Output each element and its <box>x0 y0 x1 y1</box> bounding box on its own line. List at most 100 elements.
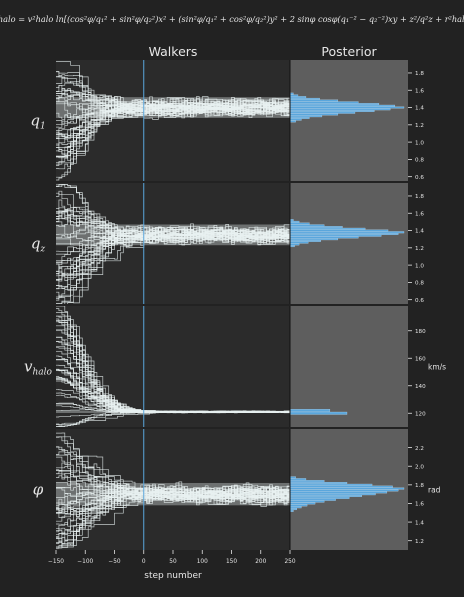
row-label-subscript: 1 <box>40 122 46 132</box>
y-tick-label-qz: 0.8 <box>415 281 424 287</box>
y-tick-label-q1: 1.2 <box>415 123 424 129</box>
histogram-bar-phi <box>289 495 362 498</box>
x-tick-label: −150 <box>48 559 64 565</box>
histogram-bar-q1 <box>289 111 356 114</box>
histogram-bar-q1 <box>289 92 294 95</box>
walker-trace-phi <box>56 456 290 503</box>
histogram-bar-q1 <box>289 101 359 104</box>
histogram-bar-qz <box>289 236 359 239</box>
histogram-bar-qz <box>289 224 325 227</box>
histogram-bar-phi <box>289 483 373 486</box>
unit-label-vhalo: km/s <box>428 363 446 372</box>
histogram-bar-qz <box>289 226 343 229</box>
step-axis: −150 −100 −50 0 50 100 150 200 250 <box>48 550 296 565</box>
y-tick-label-phi: 1.8 <box>415 483 424 489</box>
y-tick-label-q1: 1.0 <box>415 140 424 146</box>
walker-traces-qz <box>56 183 290 304</box>
histogram-bar-q1 <box>289 113 339 116</box>
walker-trace-vhalo <box>56 368 290 414</box>
histogram-bar-qz <box>289 231 405 234</box>
x-tick-label: −100 <box>77 559 93 565</box>
walker-trace-phi <box>56 487 290 526</box>
row-label-phi: φ <box>33 481 44 499</box>
histogram-bar-qz <box>289 229 389 232</box>
y-tick-label-q1: 0.6 <box>415 175 424 181</box>
row-label-subscript: z <box>39 245 45 255</box>
histogram-bar-qz <box>289 239 321 242</box>
unit-label-phi: rad <box>428 486 441 495</box>
posterior-panel-vhalo <box>290 306 408 427</box>
y-tick-label-qz: 1.2 <box>415 246 424 252</box>
histogram-bar-phi <box>289 476 296 479</box>
converged-band-q1 <box>56 97 290 118</box>
walker-trace-q1 <box>56 103 290 164</box>
y-tick-label-phi: 1.6 <box>415 502 424 508</box>
potential-formula: Φhalo = v²halo ln[(cos²φ/q₁² + sin²φ/q₂²… <box>0 14 464 24</box>
histogram-bar-q1 <box>289 118 302 121</box>
walker-trace-phi <box>56 454 290 501</box>
walker-traces-vhalo <box>56 306 290 427</box>
y-tick-label-q1: 1.6 <box>415 88 424 94</box>
histogram-bar-q1 <box>289 120 296 123</box>
walker-trace-q1 <box>56 98 290 159</box>
parameter-rows: 0.60.81.01.21.41.61.8q10.60.81.01.21.41.… <box>24 60 446 550</box>
x-tick-label: 100 <box>197 559 208 565</box>
walker-trace-q1 <box>56 99 290 178</box>
x-tick-label: −50 <box>108 559 121 565</box>
walkers-column-title: Walkers <box>149 44 198 59</box>
walker-trace-qz <box>56 225 290 302</box>
histogram-bar-qz <box>289 243 300 246</box>
walker-trace-qz <box>56 221 290 243</box>
histogram-bar-phi <box>289 508 297 511</box>
histogram-bar-q1 <box>289 99 339 102</box>
histogram-bar-phi <box>289 506 302 509</box>
row-qz: 0.60.81.01.21.41.61.8qz <box>31 183 424 304</box>
row-label-subscript: halo <box>33 368 53 378</box>
histogram-bar-phi <box>289 487 405 490</box>
converged-band-phi <box>56 482 290 506</box>
walker-panel-qz <box>56 183 290 304</box>
walker-trace-vhalo <box>56 336 290 414</box>
walker-trace-phi <box>56 484 290 513</box>
histogram-bar-q1 <box>289 104 396 107</box>
histogram-bar-qz <box>289 234 382 237</box>
posterior-panel-q1 <box>290 60 408 181</box>
histogram-bar-qz <box>289 241 309 244</box>
histogram-bar-q1 <box>289 106 405 109</box>
walker-traces-q1 <box>56 61 290 181</box>
y-tick-label-qz: 0.6 <box>415 298 424 304</box>
y-tick-label-vhalo: 180 <box>415 329 426 335</box>
walker-panel-vhalo <box>56 306 290 427</box>
converged-band-vhalo <box>56 410 290 413</box>
histogram-bar-phi <box>289 498 336 501</box>
posterior-column-title: Posterior <box>321 44 377 59</box>
histogram-bar-phi <box>289 481 348 484</box>
histogram-bar-phi <box>289 485 393 488</box>
histogram-bar-q1 <box>289 103 380 106</box>
histogram-bar-q1 <box>289 108 391 111</box>
walker-trace-phi <box>56 485 290 543</box>
histogram-bar-q1 <box>289 116 310 119</box>
walker-trace-q1 <box>56 101 290 181</box>
histogram-bar-q1 <box>289 97 320 100</box>
histogram-bar-qz <box>289 220 300 223</box>
histogram-bar-qz <box>289 227 366 230</box>
row-phi: 1.2 1.4 1.6 1.8 2.0 2.2 φ rad <box>33 429 441 550</box>
histogram-bar-q1 <box>289 110 375 112</box>
walker-trace-q1 <box>56 89 290 116</box>
histogram-bar-q1 <box>289 96 307 99</box>
walker-traces-phi <box>56 432 290 549</box>
histogram-bar-phi <box>289 504 308 507</box>
converged-band-qz <box>56 224 290 246</box>
walker-trace-qz <box>56 226 290 264</box>
row-q1: 0.60.81.01.21.41.61.8q1 <box>30 60 424 181</box>
x-tick-label: 0 <box>142 559 146 565</box>
x-tick-label: 150 <box>226 559 237 565</box>
histogram-bar-phi <box>289 493 376 496</box>
histogram-bar-phi <box>289 491 388 494</box>
x-axis-label: step number <box>144 571 202 581</box>
y-tick-label-phi: 2.0 <box>415 464 424 470</box>
histogram-bar-vhalo <box>289 411 348 415</box>
